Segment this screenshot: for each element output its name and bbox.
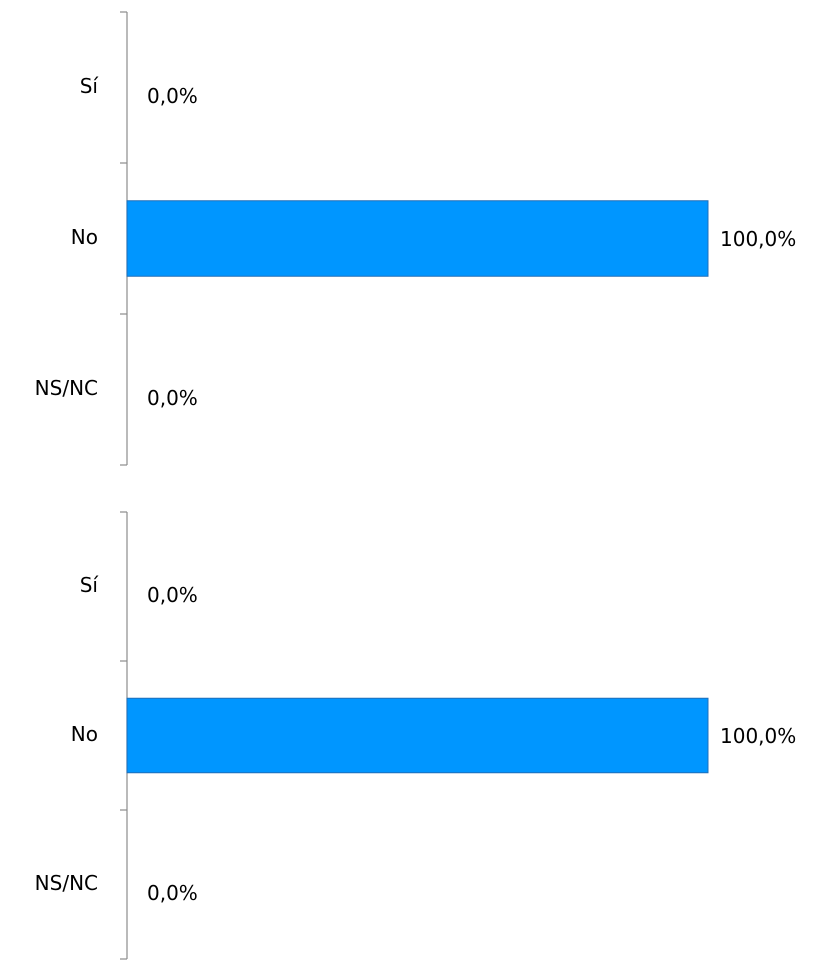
bar <box>126 200 709 277</box>
value-label: 0,0% <box>147 583 198 607</box>
category-label: Sí <box>80 74 100 98</box>
category-label: Sí <box>80 573 100 597</box>
category-label: No <box>71 722 98 746</box>
bar <box>126 697 709 774</box>
value-label: 0,0% <box>147 84 198 108</box>
category-label: NS/NC <box>35 871 98 895</box>
value-label: 100,0% <box>720 724 796 748</box>
value-label: 100,0% <box>720 227 796 251</box>
value-label: 0,0% <box>147 386 198 410</box>
category-label: No <box>71 225 98 249</box>
value-label: 0,0% <box>147 881 198 905</box>
category-label: NS/NC <box>35 376 98 400</box>
